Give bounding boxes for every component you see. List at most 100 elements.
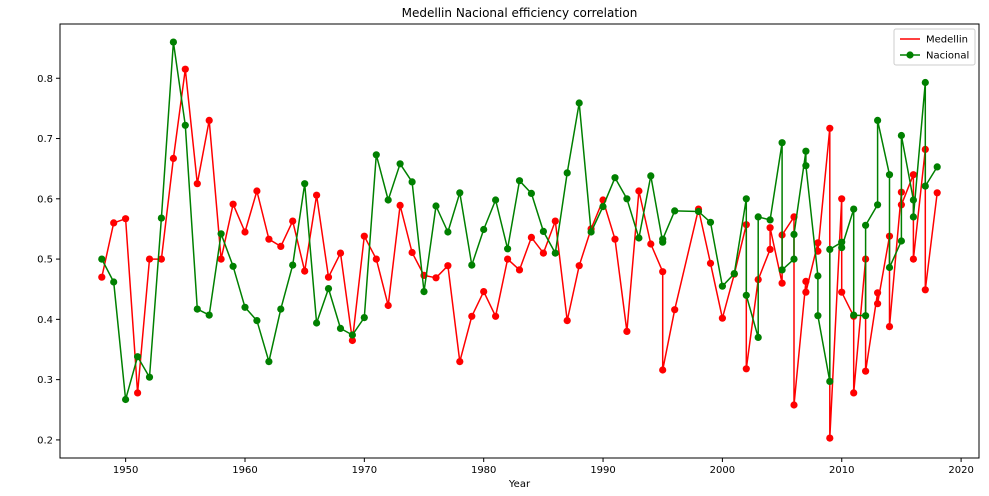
data-point-nacional — [730, 270, 738, 278]
data-point-nacional — [718, 282, 727, 290]
data-point-medellin — [456, 358, 464, 366]
data-point-nacional — [360, 314, 368, 322]
data-point-medellin — [838, 195, 846, 203]
data-point-nacional — [671, 207, 679, 215]
data-point-medellin — [253, 187, 261, 195]
data-point-nacional — [348, 331, 356, 339]
x-axis-label: Year — [508, 479, 531, 490]
data-point-nacional — [492, 196, 500, 204]
chart-title: Medellin Nacional efficiency correlation — [402, 6, 638, 20]
data-point-nacional — [181, 121, 189, 129]
legend-swatch-marker — [906, 51, 914, 59]
data-point-nacional — [921, 78, 929, 87]
data-point-nacional — [432, 202, 440, 210]
data-point-nacional — [229, 262, 237, 270]
data-point-medellin — [145, 255, 154, 263]
data-point-nacional — [169, 38, 177, 46]
data-point-medellin — [205, 116, 213, 124]
y-tick-label: 0.5 — [37, 255, 53, 266]
data-point-medellin — [659, 268, 667, 276]
data-point-nacional — [134, 353, 142, 361]
data-point-medellin — [384, 301, 392, 310]
data-point-nacional — [599, 203, 607, 211]
data-point-nacional — [551, 249, 559, 257]
data-point-nacional — [253, 317, 261, 325]
data-point-nacional — [897, 237, 906, 245]
data-point-nacional — [826, 377, 834, 385]
data-point-nacional — [575, 99, 583, 107]
data-point-nacional — [862, 312, 870, 320]
data-point-nacional — [277, 305, 285, 313]
data-point-medellin — [265, 235, 273, 243]
series-line-medellin — [101, 68, 938, 439]
data-point-medellin — [778, 279, 786, 287]
plot-frame — [59, 23, 980, 459]
data-point-nacional — [384, 196, 392, 204]
data-point-nacional — [766, 216, 774, 224]
data-point-nacional — [802, 162, 810, 170]
data-point-medellin — [563, 317, 571, 325]
data-point-medellin — [814, 239, 822, 247]
data-point-medellin — [659, 366, 667, 374]
data-point-nacional — [790, 230, 798, 238]
data-point-nacional — [289, 261, 297, 269]
data-point-medellin — [635, 187, 643, 195]
data-point-nacional — [193, 305, 201, 313]
data-point-nacional — [838, 244, 846, 252]
data-point-nacional — [563, 169, 571, 177]
data-point-medellin — [706, 259, 715, 267]
data-point-medellin — [181, 65, 189, 73]
data-point-nacional — [205, 311, 213, 319]
data-point-nacional — [241, 303, 249, 311]
data-point-nacional — [706, 218, 715, 226]
data-point-medellin — [551, 217, 559, 225]
data-point-medellin — [432, 274, 440, 282]
data-point-medellin — [909, 171, 918, 179]
series-nacional — [98, 38, 941, 404]
data-point-nacional — [527, 189, 536, 197]
data-point-medellin — [802, 277, 810, 285]
x-tick-label: 2020 — [948, 465, 973, 476]
data-point-medellin — [396, 201, 404, 209]
series-line-nacional — [101, 41, 938, 401]
data-point-medellin — [157, 255, 165, 263]
data-point-nacional — [814, 312, 822, 320]
data-point-nacional — [265, 358, 273, 366]
data-point-nacional — [862, 221, 870, 229]
data-point-nacional — [897, 131, 906, 140]
data-point-medellin — [527, 233, 536, 241]
data-point-medellin — [575, 262, 583, 270]
data-point-medellin — [838, 288, 846, 296]
data-point-nacional — [623, 195, 631, 203]
data-point-medellin — [862, 367, 870, 375]
data-point-nacional — [874, 201, 882, 209]
data-point-nacional — [372, 151, 380, 159]
data-point-medellin — [241, 228, 249, 236]
data-point-medellin — [885, 323, 894, 331]
data-point-medellin — [360, 232, 368, 240]
series-layer — [98, 38, 941, 442]
data-point-nacional — [778, 139, 786, 147]
data-point-nacional — [587, 228, 595, 236]
data-point-nacional — [635, 234, 643, 242]
data-point-medellin — [217, 255, 225, 263]
data-point-nacional — [324, 285, 333, 293]
data-point-nacional — [468, 261, 476, 269]
data-point-nacional — [420, 288, 428, 296]
data-point-nacional — [647, 172, 655, 180]
x-tick-label: 1960 — [232, 465, 257, 476]
data-point-medellin — [850, 389, 858, 397]
data-point-nacional — [742, 291, 750, 299]
data-point-medellin — [766, 245, 774, 253]
data-point-nacional — [909, 213, 918, 221]
data-point-medellin — [348, 336, 356, 345]
data-point-medellin — [623, 327, 631, 335]
legend: Medellin Nacional — [893, 28, 976, 66]
data-point-medellin — [515, 266, 524, 274]
data-point-nacional — [838, 238, 846, 246]
x-axis: 1950 1960 1970 1980 1990 2000 2010 2020 — [113, 458, 974, 476]
data-point-medellin — [336, 249, 345, 257]
data-point-medellin — [909, 255, 918, 263]
data-point-nacional — [778, 266, 786, 274]
